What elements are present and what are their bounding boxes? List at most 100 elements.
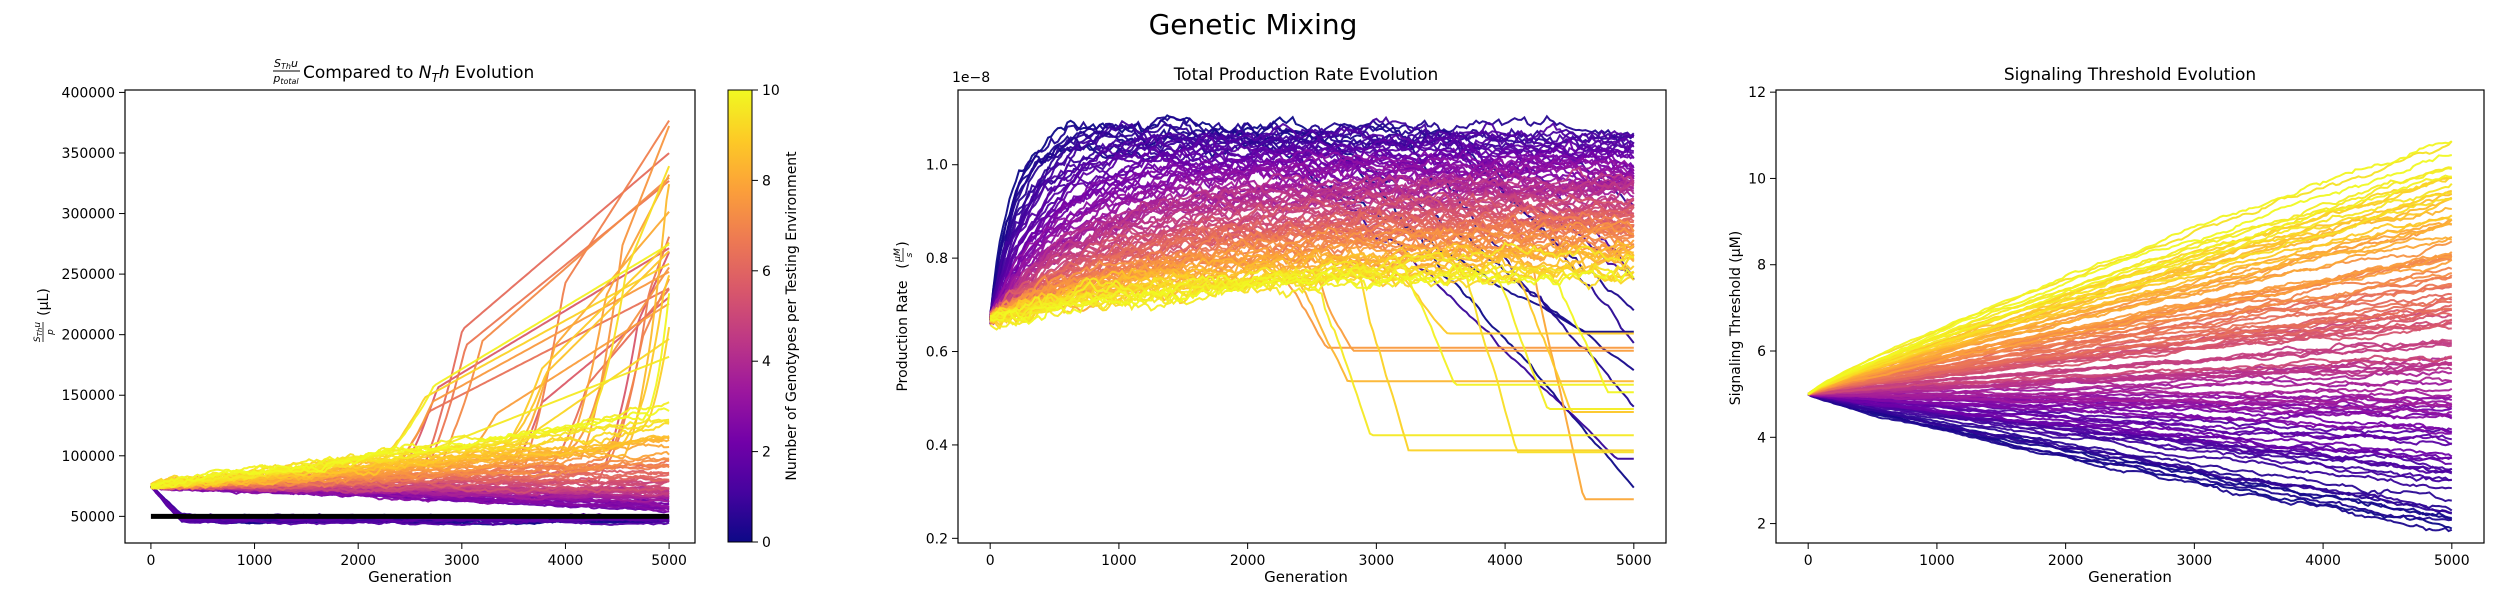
- series-line: [1807, 167, 2453, 396]
- panel-3-xlabel: Generation: [2088, 568, 2172, 586]
- colorbar-tick-label: 4: [762, 354, 771, 370]
- panel-2-series-group: [989, 114, 1635, 501]
- series-line: [989, 138, 1634, 333]
- svg-text:μM: μM: [893, 248, 903, 263]
- series-line: [150, 355, 670, 490]
- colorbar-tick-label: 2: [762, 445, 771, 461]
- series-line: [1807, 191, 2452, 395]
- series-line: [1807, 251, 2453, 396]
- series-line: [1807, 236, 2453, 395]
- figure-title: Genetic Mixing: [1149, 8, 1358, 41]
- series-line: [989, 267, 1635, 326]
- series-line: [989, 145, 1635, 320]
- x-tick-label: 0: [1804, 553, 1813, 569]
- y-tick-label: 200000: [62, 328, 115, 344]
- svg-text:Compared to NTh Evolution: Compared to NTh Evolution: [303, 63, 534, 85]
- series-line: [1807, 274, 2453, 396]
- series-line: [990, 263, 1634, 394]
- svg-text:SThu: SThu: [274, 57, 298, 71]
- series-line: [150, 486, 670, 527]
- series-line: [1807, 392, 2452, 490]
- series-line: [1807, 393, 2452, 522]
- svg-text:(μL): (μL): [36, 288, 52, 316]
- panel-3-title: Signaling Threshold Evolution: [2004, 65, 2256, 85]
- series-line: [989, 263, 1634, 386]
- colorbar: 0 2 4 6 8 10 Number of Genotypes per Testing …: [727, 83, 800, 551]
- series-line: [989, 115, 1635, 321]
- svg-text:SThu: SThu: [33, 322, 44, 342]
- panel-3-ylabel: Signaling Threshold (μM): [1728, 231, 1744, 405]
- svg-text:(: (: [895, 263, 911, 268]
- series-line: [1807, 393, 2453, 458]
- panel-3-frame: [1775, 89, 2485, 544]
- series-line: [989, 154, 1635, 321]
- series-line: [1808, 360, 2453, 396]
- series-line: [1808, 393, 2452, 408]
- series-line: [1807, 338, 2452, 396]
- y-tick-label: 150000: [62, 388, 115, 404]
- x-tick-label: 4000: [548, 553, 584, 569]
- y-tick-label: 4: [1757, 430, 1766, 446]
- x-tick-label: 2000: [2048, 553, 2084, 569]
- series-line: [1807, 198, 2452, 395]
- series-line: [1807, 392, 2452, 483]
- y-tick-label: 400000: [62, 85, 115, 101]
- panel-1-title: SThu ptotal Compared to NTh Evolution: [272, 57, 534, 86]
- svg-text:Signaling Threshold (μM): Signaling Threshold (μM): [1728, 231, 1744, 405]
- y-tick-label: 0.2: [926, 531, 948, 547]
- panel-1-frame: [124, 89, 696, 544]
- y-tick-label: 300000: [62, 207, 115, 223]
- panel-2-ticks: 0 1000 2000 3000 4000 5000 0.2 0.4 0.6 0.8 1.0: [926, 158, 1652, 569]
- panel-1-ticks: 0 1000 2000 3000 4000 5000 50000 100000 150000 20…: [62, 85, 687, 569]
- panel-2-ylabel: Production Rate ( μM s ): [893, 241, 915, 391]
- colorbar-ticks: 0 2 4 6 8 10: [752, 83, 780, 551]
- series-line: [1807, 258, 2453, 396]
- series-line: [989, 134, 1635, 323]
- x-tick-label: 4000: [1487, 553, 1523, 569]
- x-tick-label: 2000: [340, 553, 376, 569]
- svg-text:p: p: [46, 329, 56, 336]
- series-line: [989, 173, 1635, 318]
- y-tick-label: 50000: [70, 509, 115, 525]
- colorbar-label: Number of Genotypes per Testing Environm…: [784, 151, 800, 481]
- x-tick-label: 5000: [1616, 553, 1652, 569]
- colorbar-tick-label: 10: [762, 83, 780, 99]
- y-tick-label: 350000: [62, 146, 115, 162]
- y-tick-label: 12: [1748, 85, 1766, 101]
- panel-2-title: Total Production Rate Evolution: [1173, 65, 1439, 85]
- y-tick-label: 2: [1757, 517, 1766, 533]
- series-line: [989, 158, 1635, 316]
- x-tick-label: 3000: [1359, 553, 1395, 569]
- series-line: [990, 191, 1635, 318]
- y-tick-label: 6: [1757, 344, 1766, 360]
- series-line: [150, 180, 670, 491]
- x-tick-label: 4000: [2305, 553, 2341, 569]
- series-line: [1808, 393, 2452, 435]
- x-tick-label: 0: [146, 553, 155, 569]
- x-tick-label: 1000: [237, 553, 273, 569]
- colorbar-tick-label: 8: [762, 173, 771, 189]
- series-line: [1808, 376, 2453, 395]
- panel-1-ylabel: SThu p (μL): [33, 288, 56, 342]
- svg-text:ptotal: ptotal: [272, 72, 299, 86]
- series-line: [1808, 393, 2453, 446]
- panel-2-frame: [957, 89, 1667, 544]
- panel-2-xlabel: Generation: [1264, 568, 1348, 586]
- y-tick-label: 8: [1757, 258, 1766, 274]
- series-line: [1807, 174, 2452, 395]
- series-line: [989, 155, 1635, 320]
- panel-3-series-group: [1807, 140, 2453, 533]
- svg-text:s: s: [905, 252, 915, 257]
- x-tick-label: 3000: [2177, 553, 2213, 569]
- series-line: [1807, 393, 2453, 515]
- x-tick-label: 2000: [1230, 553, 1266, 569]
- series-line: [1808, 393, 2453, 434]
- series-line: [1808, 354, 2452, 396]
- panel-production-rate: 0 1000 2000 3000 4000 5000 0.2 0.4 0.6 0.8 1.0 Tot…: [893, 65, 1667, 586]
- x-tick-label: 3000: [444, 553, 480, 569]
- x-tick-label: 5000: [2434, 553, 2470, 569]
- x-tick-label: 1000: [1919, 553, 1955, 569]
- series-line: [989, 121, 1635, 319]
- panel-ratio-vs-nth: 0 1000 2000 3000 4000 50005000010000015000020…: [33, 57, 800, 586]
